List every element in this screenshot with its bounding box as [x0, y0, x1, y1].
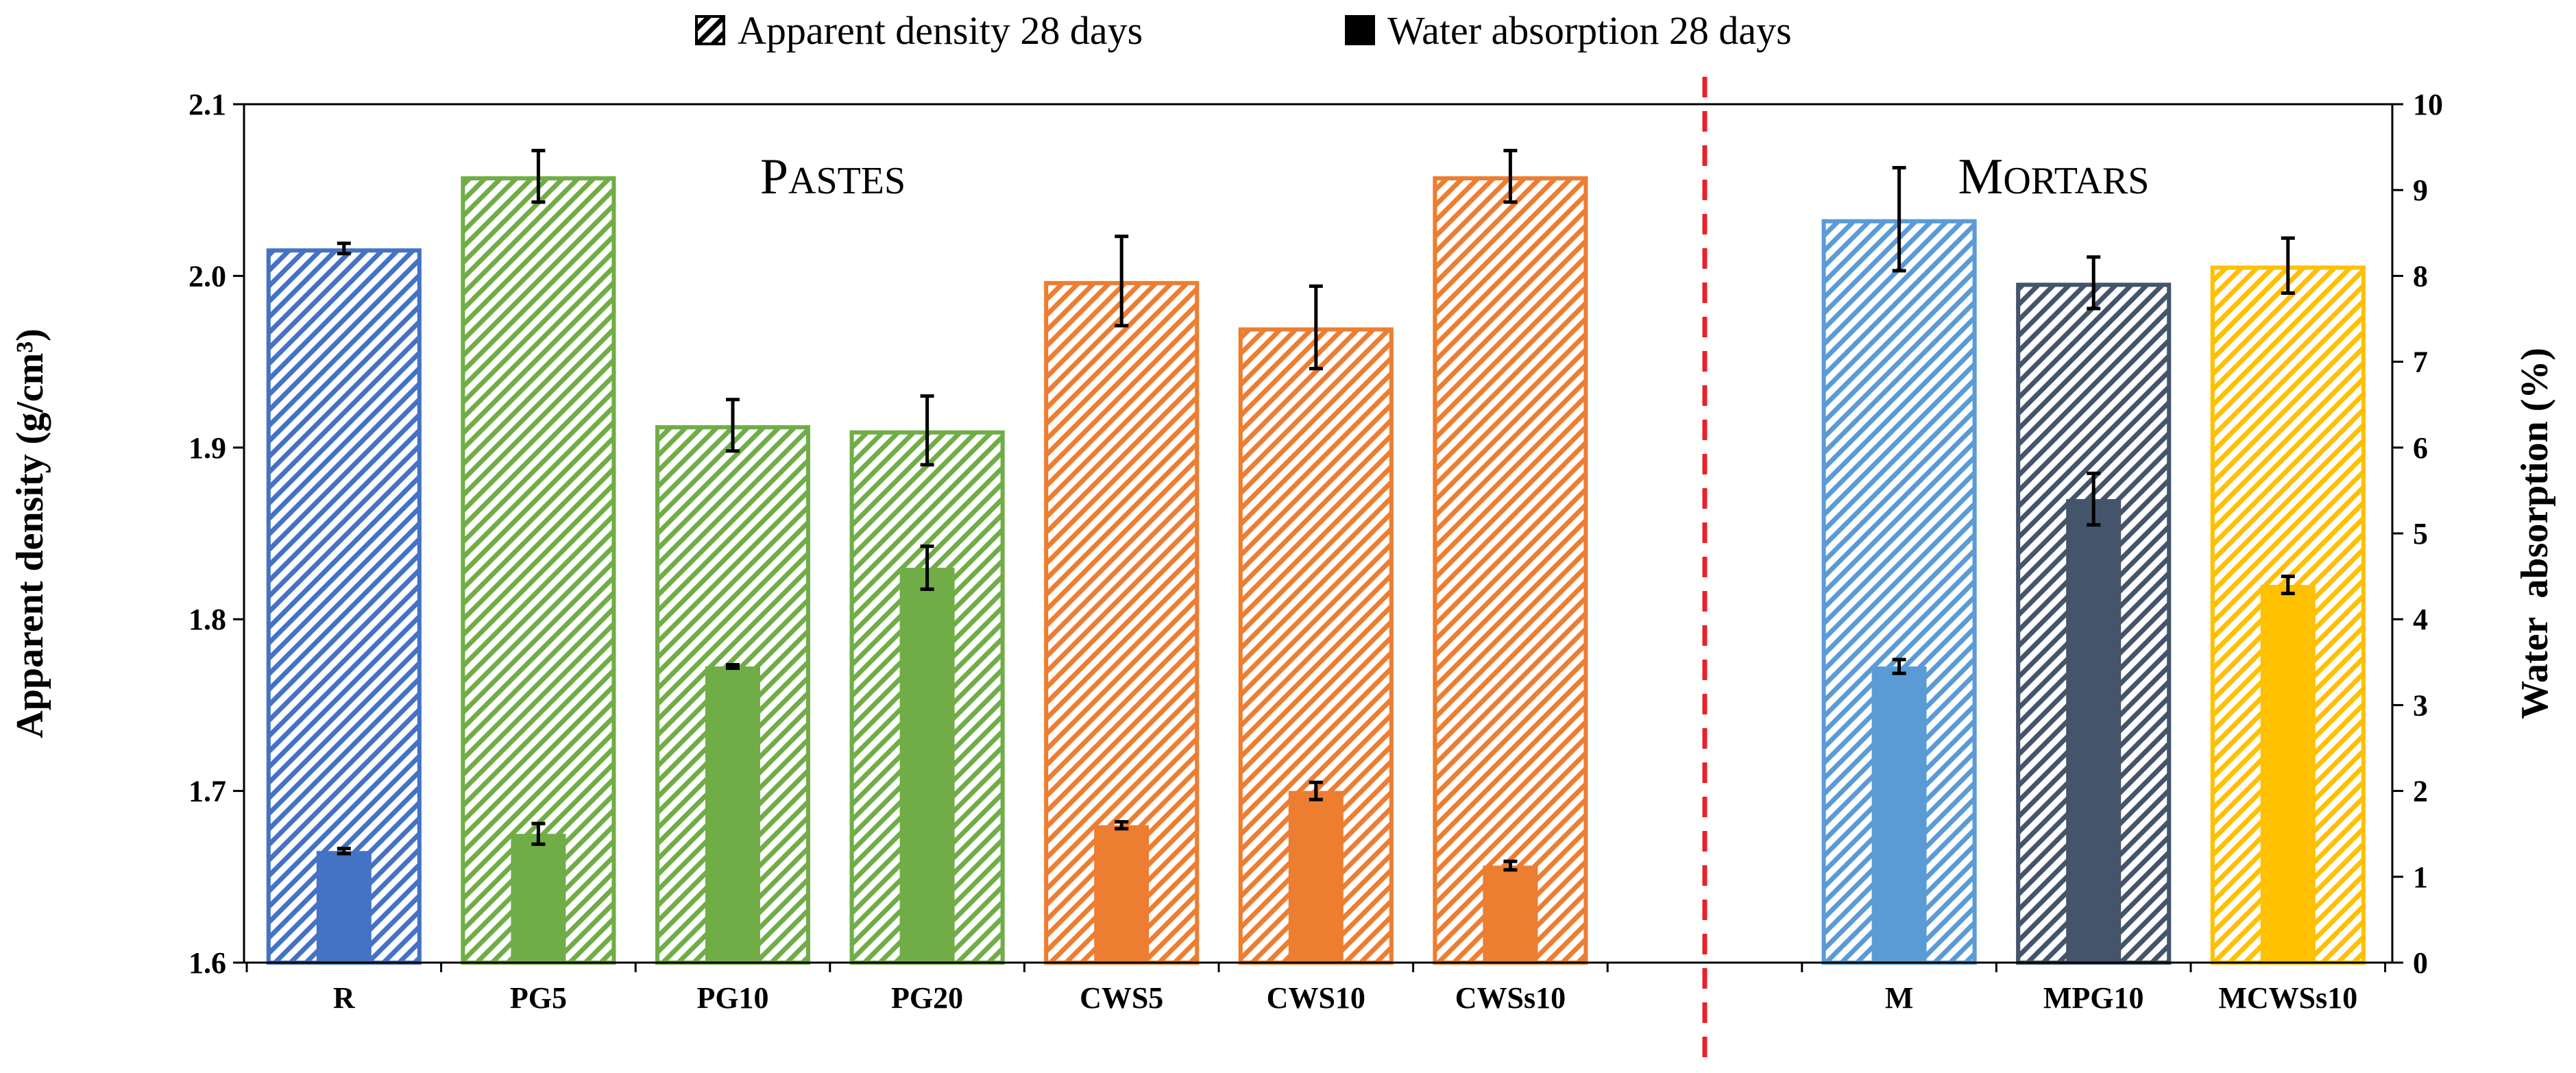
right-tick-label: 6	[2413, 431, 2428, 465]
right-tick-label: 10	[2413, 88, 2443, 121]
group-label-pastes-initial: P	[760, 149, 788, 205]
x-category-label-pg5: PG5	[510, 981, 567, 1015]
legend-swatch-density-outline	[695, 15, 725, 45]
legend-swatch-water	[1345, 15, 1375, 45]
water-error-mcwss10	[2281, 575, 2295, 596]
x-category-label-cws5: CWS5	[1080, 981, 1163, 1015]
x-category-label-pg20: PG20	[891, 981, 963, 1015]
density-bar-hatch-cwss10	[1433, 176, 1588, 963]
right-tick-label: 9	[2413, 173, 2428, 207]
group-label-mortars-initial: M	[1958, 149, 2004, 205]
left-axis-title: Apparent density (g/cm³)	[9, 328, 51, 738]
water-error-pg20	[920, 544, 934, 591]
water-bar-m	[1871, 666, 1927, 963]
bar-group-pg5	[461, 176, 616, 965]
x-category-label-r: R	[333, 981, 356, 1015]
bar-group-mpg10	[2016, 282, 2172, 965]
bar-group-cws10	[1238, 327, 1394, 965]
water-bar-mpg10	[2066, 498, 2122, 963]
bar-group-pg20	[849, 430, 1005, 965]
bar-group-cwss10	[1433, 176, 1588, 965]
right-tick-label: 1	[2413, 860, 2428, 894]
water-error-cws5	[1115, 820, 1129, 831]
left-tick-label: 2.0	[189, 259, 226, 293]
water-error-r	[337, 846, 351, 856]
x-category-label-cwss10: CWSs10	[1455, 981, 1566, 1015]
bar-group-cws5	[1044, 280, 1200, 965]
bar-group-mcwss10	[2210, 265, 2366, 965]
x-category-label-m: M	[1885, 981, 1914, 1015]
group-label-pastes: PASTES	[760, 149, 906, 205]
water-bar-pg5	[511, 834, 566, 963]
x-category-label-cws10: CWS10	[1267, 981, 1365, 1015]
bar-group-pg10	[655, 425, 810, 965]
group-label-pastes-rest: ASTES	[788, 160, 906, 202]
water-error-cws10	[1309, 780, 1323, 801]
left-tick-label: 1.9	[189, 431, 226, 465]
x-category-label-pg10: PG10	[696, 981, 768, 1015]
water-error-mpg10	[2087, 471, 2101, 527]
density-error-cws10	[1309, 284, 1323, 371]
left-tick-label: 1.8	[189, 603, 226, 636]
density-error-mpg10	[2087, 255, 2101, 311]
right-tick-label: 2	[2413, 775, 2428, 808]
water-bar-cwss10	[1483, 865, 1538, 963]
right-tick-label: 7	[2413, 346, 2428, 379]
group-label-mortars: MORTARS	[1958, 149, 2150, 205]
group-label-mortars-rest: ORTARS	[2003, 160, 2149, 202]
water-error-m	[1892, 658, 1906, 675]
density-error-r	[337, 241, 351, 256]
legend-label-density: Apparent density 28 days	[738, 8, 1143, 53]
density-error-cwss10	[1503, 149, 1518, 204]
water-bar-cws5	[1094, 825, 1150, 963]
axes-layer	[233, 77, 2403, 1070]
right-tick-label: 4	[2413, 603, 2428, 636]
water-bar-mcwss10	[2260, 585, 2316, 963]
left-tick-label: 2.1	[189, 88, 226, 121]
density-error-m	[1892, 166, 1906, 273]
water-bar-cws10	[1288, 791, 1344, 963]
water-error-pg10	[726, 663, 740, 671]
right-axis-title: Water absorption (%)	[2514, 348, 2556, 719]
water-bar-r	[316, 851, 372, 963]
left-tick-label: 1.6	[189, 946, 226, 980]
error-bars-layer	[337, 149, 2295, 872]
bars-layer	[266, 176, 2366, 965]
right-tick-label: 3	[2413, 688, 2428, 722]
left-tick-label: 1.7	[189, 775, 226, 808]
density-error-pg5	[531, 149, 546, 204]
x-category-label-mpg10: MPG10	[2043, 981, 2144, 1015]
labels-layer: 1.6 1.7 1.8 1.9 2.0 2.1 0 1 2 3 4 5 6 7 8 9 10 R PG5 PG10 PG…	[9, 8, 2556, 1015]
density-bar-hatch-r	[266, 248, 422, 963]
bar-group-m	[1821, 219, 1977, 965]
density-error-pg10	[726, 398, 740, 453]
density-error-mcwss10	[2281, 236, 2295, 295]
water-bar-pg20	[899, 568, 955, 963]
water-error-pg5	[531, 821, 546, 846]
density-error-cws5	[1115, 234, 1129, 328]
x-category-label-mcwss10: MCWSs10	[2218, 981, 2357, 1015]
right-tick-label: 0	[2413, 946, 2428, 980]
water-bar-pg10	[705, 666, 760, 963]
legend: Apparent density 28 days Water absorption…	[695, 8, 1792, 53]
right-tick-label: 5	[2413, 517, 2428, 551]
bar-group-r	[266, 248, 422, 965]
legend-label-water: Water absorption 28 days	[1387, 8, 1792, 53]
legend-swatch-density-hatch	[695, 15, 725, 45]
right-tick-label: 8	[2413, 259, 2428, 293]
density-error-pg20	[920, 394, 934, 467]
water-error-cwss10	[1503, 859, 1518, 872]
